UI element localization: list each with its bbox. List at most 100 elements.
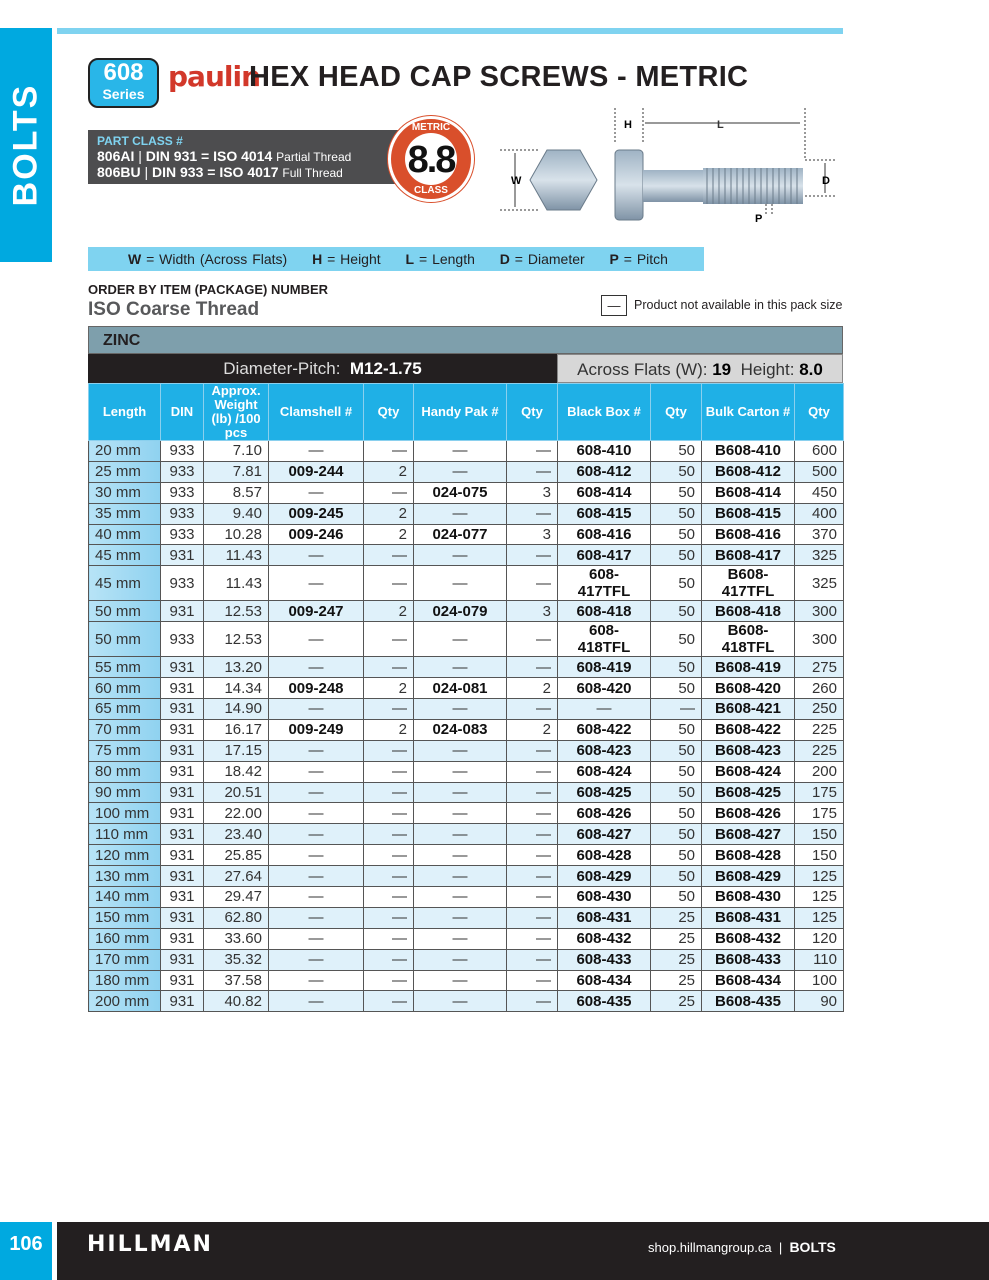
cell-qty: —: [506, 440, 558, 462]
cell-handy-pak: 024-083: [413, 718, 507, 741]
cell-din: 931: [160, 886, 204, 908]
table-row: 65 mm 931 14.90— — — — — — B608-421 250: [88, 698, 844, 720]
cell-qty: 325: [794, 544, 844, 567]
cell-approx-weight-lb-pcs: 14.34: [203, 677, 269, 700]
cell-qty: 50: [650, 718, 702, 741]
cell-qty: 275: [794, 656, 844, 679]
cell-qty: —: [363, 760, 414, 783]
cell-bulk-carton: B608-432: [701, 927, 795, 950]
part-class-line: 806AI | DIN 931 = ISO 4014 Partial Threa…: [97, 148, 352, 165]
cell-din: 931: [160, 698, 204, 720]
table-row: 55 mm 931 13.20— — — —608-419 50 B608-419 275: [88, 656, 844, 679]
cell-din: 931: [160, 927, 204, 950]
column-header: DIN: [160, 383, 204, 441]
cell-bulk-carton: B608-417: [701, 544, 795, 567]
cell-bulk-carton: B608-435: [701, 990, 795, 1013]
cell-clamshell: —: [268, 781, 364, 804]
cell-bulk-carton: B608-416: [701, 523, 795, 546]
table-row: 200 mm 931 40.82— — — —608-435 25 B608-435 90: [88, 990, 844, 1013]
cell-clamshell: —: [268, 760, 364, 783]
cell-approx-weight-lb-pcs: 37.58: [203, 969, 269, 992]
cell-length: 170 mm: [88, 948, 161, 971]
cell-qty: —: [363, 481, 414, 504]
cell-handy-pak: —: [413, 698, 507, 720]
cell-black-box: 608-430: [557, 886, 651, 908]
cell-qty: 50: [650, 544, 702, 567]
cell-qty: —: [506, 502, 558, 525]
cell-qty: 175: [794, 781, 844, 804]
cell-approx-weight-lb-pcs: 35.32: [203, 948, 269, 971]
cell-qty: —: [363, 823, 414, 846]
cell-length: 150 mm: [88, 906, 161, 929]
cell-handy-pak: —: [413, 760, 507, 783]
cell-bulk-carton: B608-422: [701, 718, 795, 741]
cell-qty: —: [506, 927, 558, 950]
table-row: 110 mm 931 23.40— — — —608-427 50 B608-427 150: [88, 823, 844, 846]
cell-qty: 200: [794, 760, 844, 783]
cell-black-box: 608-420: [557, 677, 651, 700]
cell-handy-pak: —: [413, 502, 507, 525]
cell-qty: 300: [794, 621, 844, 658]
cell-qty: —: [506, 969, 558, 992]
cell-qty: 50: [650, 844, 702, 867]
cell-qty: —: [363, 802, 414, 825]
legend-item: W = Width (Across Flats): [128, 251, 288, 267]
cell-length: 65 mm: [88, 698, 161, 720]
site-link[interactable]: shop.hillmangroup.ca: [648, 1240, 772, 1255]
cell-qty: 110: [794, 948, 844, 971]
cell-approx-weight-lb-pcs: 29.47: [203, 886, 269, 908]
cell-qty: 120: [794, 927, 844, 950]
cell-bulk-carton: B608-414: [701, 481, 795, 504]
cell-qty: 50: [650, 739, 702, 762]
part-class-heading: PART CLASS #: [97, 134, 183, 148]
cell-black-box: 608-425: [557, 781, 651, 804]
cell-bulk-carton: B608-430: [701, 886, 795, 908]
cell-qty: 50: [650, 502, 702, 525]
cell-qty: 50: [650, 440, 702, 462]
cell-qty: —: [506, 739, 558, 762]
cell-black-box: 608-418TFL: [557, 621, 651, 658]
cell-black-box: 608-415: [557, 502, 651, 525]
cell-black-box: 608-433: [557, 948, 651, 971]
cell-approx-weight-lb-pcs: 25.85: [203, 844, 269, 867]
cell-length: 25 mm: [88, 460, 161, 483]
cell-clamshell: 009-245: [268, 502, 364, 525]
cell-approx-weight-lb-pcs: 9.40: [203, 502, 269, 525]
cell-qty: 125: [794, 886, 844, 908]
page-number: 106: [0, 1222, 52, 1280]
paulin-logo: paulin: [168, 60, 261, 93]
cell-qty: 260: [794, 677, 844, 700]
cell-clamshell: —: [268, 739, 364, 762]
cell-clamshell: —: [268, 698, 364, 720]
cell-qty: —: [363, 906, 414, 929]
bolt-dimension-diagram: W H L D P: [500, 108, 835, 225]
cell-black-box: 608-428: [557, 844, 651, 867]
table-row: 75 mm 931 17.15— — — —608-423 50 B608-423 225: [88, 739, 844, 762]
cell-bulk-carton: B608-418: [701, 600, 795, 623]
cell-qty: 500: [794, 460, 844, 483]
cell-qty: 50: [650, 781, 702, 804]
cell-approx-weight-lb-pcs: 12.53: [203, 600, 269, 623]
table-row: 80 mm 931 18.42— — — —608-424 50 B608-424 200: [88, 760, 844, 783]
cell-handy-pak: —: [413, 823, 507, 846]
cell-qty: 50: [650, 621, 702, 658]
cell-din: 931: [160, 823, 204, 846]
cell-qty: —: [363, 927, 414, 950]
cell-black-box: 608-424: [557, 760, 651, 783]
cell-qty: 3: [506, 600, 558, 623]
table-row: 130 mm 931 27.64— — — —608-429 50 B608-429 125: [88, 865, 844, 888]
cell-qty: —: [506, 948, 558, 971]
cell-qty: 125: [794, 865, 844, 888]
badge-bottom-text: CLASS: [414, 185, 448, 196]
d-label: D: [822, 175, 830, 187]
cell-handy-pak: —: [413, 544, 507, 567]
cell-clamshell: —: [268, 481, 364, 504]
cell-bulk-carton: B608-433: [701, 948, 795, 971]
cell-qty: —: [363, 865, 414, 888]
table-row: 150 mm 931 62.80— — — —608-431 25 B608-431 125: [88, 906, 844, 929]
cell-clamshell: 009-249: [268, 718, 364, 741]
cell-qty: 90: [794, 990, 844, 1013]
cell-handy-pak: —: [413, 460, 507, 483]
cell-approx-weight-lb-pcs: 20.51: [203, 781, 269, 804]
cell-handy-pak: —: [413, 865, 507, 888]
